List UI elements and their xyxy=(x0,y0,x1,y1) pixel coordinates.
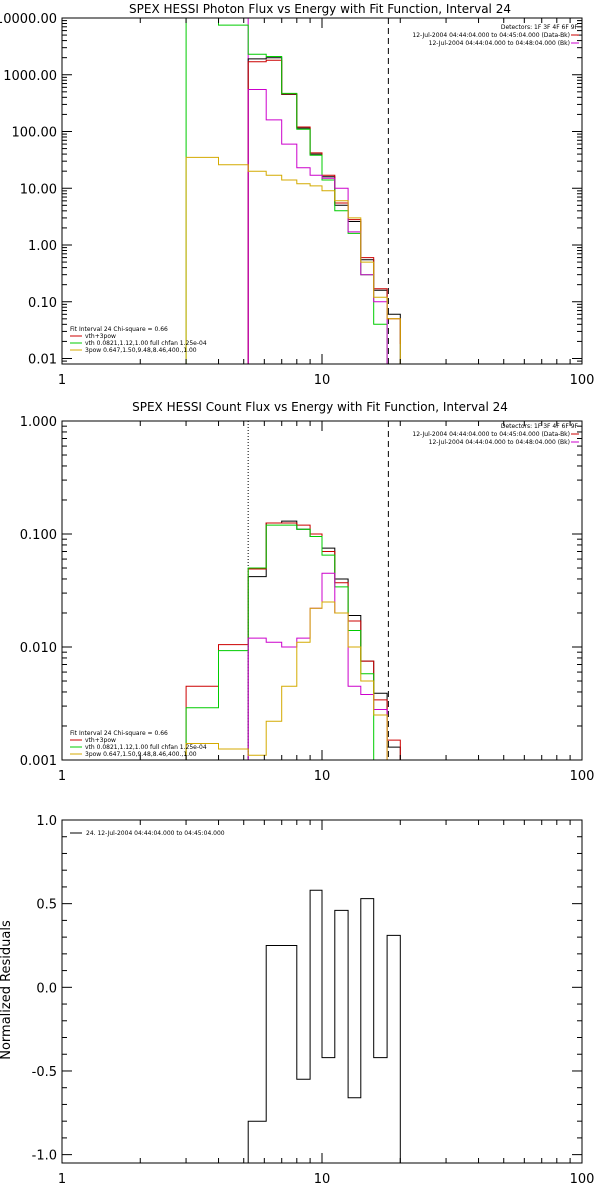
series-line-1 xyxy=(247,520,401,760)
series-line-5 xyxy=(185,601,388,760)
photon-chart-title: SPEX HESSI Photon Flux vs Energy with Fi… xyxy=(129,2,511,16)
photon-fit-header: Fit Interval 24 Chi-square = 0.66 xyxy=(70,326,168,333)
y-tick-label: 1.00 xyxy=(28,239,57,254)
x-tick-label: 100 xyxy=(570,1172,595,1187)
y-tick-label: 10000.00 xyxy=(0,12,57,27)
photon-axes: 1 10 100 0.01 0.10 1.00 10.00 100.00 1000.00 1000… xyxy=(0,12,594,388)
y-tick-label: 1000.00 xyxy=(3,69,57,84)
x-tick-label: 1 xyxy=(58,1172,66,1187)
x-tick-label: 100 xyxy=(570,373,595,388)
series-line-1 xyxy=(247,889,401,1163)
count-fit-header: Fit Interval 24 Chi-square = 0.66 xyxy=(70,730,168,737)
residual-axes: 1 10 100 -1.0 -0.5 0.0 0.5 1.0 xyxy=(32,814,595,1187)
series-line-2 xyxy=(247,59,401,364)
series-line-5 xyxy=(185,156,401,364)
count-fit-line: vth+3pow xyxy=(85,737,116,744)
photon-info-line: 12-Jul-2004 04:44:04.000 to 04:48:04.000… xyxy=(429,40,570,47)
y-tick-label: 10.00 xyxy=(20,182,57,197)
photon-info-block: Detectors: 1F 3F 4F 6F 9F 12-Jul-2004 04… xyxy=(412,24,579,47)
series-line-1 xyxy=(247,57,401,364)
series-line-2 xyxy=(185,522,401,760)
count-fit-line: 3pow 0.647,1.50,9.48,8.46,400.,1.00 xyxy=(85,751,197,758)
x-tick-label: 10 xyxy=(314,373,331,388)
x-tick-label: 1 xyxy=(58,769,66,784)
y-tick-label: 0.5 xyxy=(36,898,57,913)
x-tick-label: 10 xyxy=(314,1172,331,1187)
x-tick-label: 100 xyxy=(570,769,595,784)
y-tick-label: 0.10 xyxy=(28,296,57,311)
count-series-group xyxy=(185,421,401,760)
photon-fit-line: vth 0.0821,1.12,1.00 full chfan 1.25e-04 xyxy=(85,340,207,347)
photon-info-line: Detectors: 1F 3F 4F 6F 9F xyxy=(501,24,579,31)
photon-fit-legend: Fit Interval 24 Chi-square = 0.66 vth+3p… xyxy=(70,326,207,354)
count-info-line: 12-Jul-2004 04:44:04.000 to 04:45:04.000… xyxy=(412,431,570,438)
count-info-line: 12-Jul-2004 04:44:04.000 to 04:48:04.000… xyxy=(429,439,570,446)
y-tick-label: 0.001 xyxy=(20,754,57,769)
count-fit-legend: Fit Interval 24 Chi-square = 0.66 vth+3p… xyxy=(70,730,207,758)
residual-legend: 24. 12-Jul-2004 04:44:04.000 to 04:45:04… xyxy=(70,830,225,837)
residual-series-group xyxy=(247,889,401,1163)
count-axes: 1 10 100 0.001 0.010 0.100 1.000 xyxy=(20,415,595,784)
y-tick-label: 0.0 xyxy=(36,981,57,996)
y-tick-label: 0.100 xyxy=(20,528,57,543)
series-line-3 xyxy=(185,18,388,364)
y-tick-label: -0.5 xyxy=(32,1065,57,1080)
count-info-line: Detectors: 1F 3F 4F 6F 9F xyxy=(501,423,579,430)
count-chart-title: SPEX HESSI Count Flux vs Energy with Fit… xyxy=(132,400,508,414)
y-tick-label: 1.000 xyxy=(20,415,57,430)
y-tick-label: 0.010 xyxy=(20,641,57,656)
residuals-chart: 1 10 100 -1.0 -0.5 0.0 0.5 1.0 Normalized Resid… xyxy=(0,814,594,1187)
residual-y-axis-label: Normalized Residuals xyxy=(0,920,14,1060)
series-line-4 xyxy=(247,572,388,760)
y-tick-label: 1.0 xyxy=(36,814,57,829)
photon-flux-chart: SPEX HESSI Photon Flux vs Energy with Fi… xyxy=(0,2,594,388)
y-tick-label: 0.01 xyxy=(28,353,57,368)
count-fit-line: vth 0.0821,1.12,1.00 full chfan 1.25e-04 xyxy=(85,744,207,751)
residual-legend-label: 24. 12-Jul-2004 04:44:04.000 to 04:45:04… xyxy=(86,830,225,837)
y-tick-label: -1.0 xyxy=(32,1149,57,1164)
x-tick-label: 1 xyxy=(58,373,66,388)
photon-series-group xyxy=(185,18,401,364)
photon-fit-line: vth+3pow xyxy=(85,333,116,340)
x-tick-label: 10 xyxy=(314,769,331,784)
count-info-block: Detectors: 1F 3F 4F 6F 9F 12-Jul-2004 04… xyxy=(412,423,579,446)
count-flux-chart: SPEX HESSI Count Flux vs Energy with Fit… xyxy=(20,400,595,784)
photon-info-line: 12-Jul-2004 04:44:04.000 to 04:45:04.000… xyxy=(412,32,570,39)
y-tick-label: 100.00 xyxy=(12,126,58,141)
photon-fit-line: 3pow 0.647,1.50,9.48,8.46,400.,1.00 xyxy=(85,347,197,354)
series-line-4 xyxy=(247,89,388,364)
series-line-3 xyxy=(185,524,375,760)
